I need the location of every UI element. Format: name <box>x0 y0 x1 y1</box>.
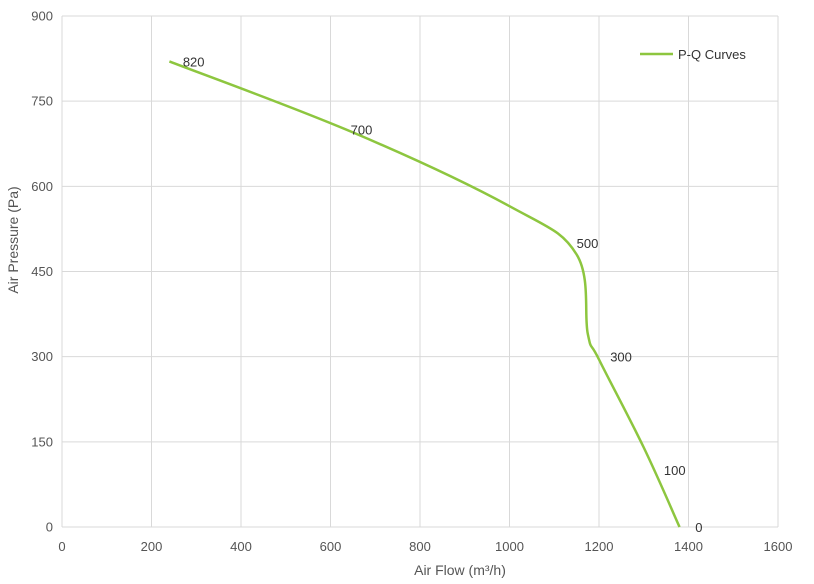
point-labels: 820 700 500 300 100 0 <box>183 54 703 535</box>
chart-grid <box>61 15 779 528</box>
y-tick-label: 450 <box>31 264 53 279</box>
axis-ticks: 0 200 400 600 800 1000 1200 1400 160001503004506… <box>31 9 792 555</box>
y-tick-label: 0 <box>46 520 53 535</box>
data-point-label: 700 <box>351 123 373 138</box>
data-point-label: 300 <box>610 350 632 365</box>
x-tick-label: 1400 <box>674 539 703 554</box>
x-tick-label: 600 <box>320 539 342 554</box>
y-tick-label: 300 <box>31 349 53 364</box>
x-tick-label: 1200 <box>585 539 614 554</box>
x-tick-label: 400 <box>230 539 252 554</box>
legend-label: P-Q Curves <box>678 47 746 62</box>
y-tick-label: 150 <box>31 434 53 449</box>
legend: P-Q Curves <box>640 47 746 62</box>
y-tick-label: 600 <box>31 179 53 194</box>
x-tick-label: 1000 <box>495 539 524 554</box>
y-tick-label: 900 <box>31 9 53 24</box>
data-point-label: 100 <box>664 463 686 478</box>
x-tick-label: 200 <box>141 539 163 554</box>
pq-curve-line <box>168 60 681 528</box>
x-axis-title: Air Flow (m³/h) <box>414 562 506 578</box>
data-point-label: 500 <box>577 236 599 251</box>
data-point-label: 820 <box>183 54 205 69</box>
x-tick-label: 800 <box>409 539 431 554</box>
data-point-label: 0 <box>695 520 702 535</box>
y-axis-title: Air Pressure (Pa) <box>5 186 21 293</box>
x-tick-label: 0 <box>58 539 65 554</box>
series-layer <box>168 60 681 528</box>
y-tick-label: 750 <box>31 94 53 109</box>
x-tick-label: 1600 <box>764 539 793 554</box>
